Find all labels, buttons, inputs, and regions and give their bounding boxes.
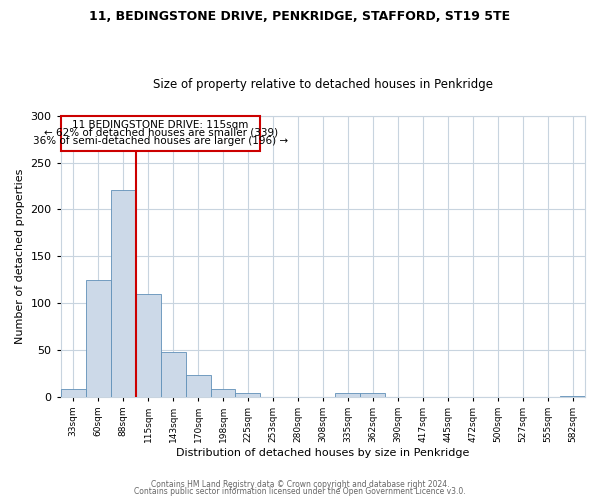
Title: Size of property relative to detached houses in Penkridge: Size of property relative to detached ho… (153, 78, 493, 91)
Bar (361, 393, 385, 396)
Text: 11 BEDINGSTONE DRIVE: 115sqm: 11 BEDINGSTONE DRIVE: 115sqm (73, 120, 249, 130)
Text: 36% of semi-detached houses are larger (196) →: 36% of semi-detached houses are larger (… (33, 136, 288, 146)
Bar (185, 375, 211, 396)
Text: Contains HM Land Registry data © Crown copyright and database right 2024.: Contains HM Land Registry data © Crown c… (151, 480, 449, 489)
Bar (335, 393, 361, 396)
X-axis label: Distribution of detached houses by size in Penkridge: Distribution of detached houses by size … (176, 448, 470, 458)
Bar (136, 294, 161, 397)
Y-axis label: Number of detached properties: Number of detached properties (15, 168, 25, 344)
Bar (61, 389, 86, 396)
Text: ← 62% of detached houses are smaller (339): ← 62% of detached houses are smaller (33… (44, 128, 278, 138)
FancyBboxPatch shape (61, 116, 260, 152)
Bar (110, 190, 136, 396)
Bar (211, 389, 235, 396)
Bar (235, 393, 260, 396)
Bar (161, 352, 185, 397)
Text: Contains public sector information licensed under the Open Government Licence v3: Contains public sector information licen… (134, 487, 466, 496)
Bar (86, 280, 110, 396)
Text: 11, BEDINGSTONE DRIVE, PENKRIDGE, STAFFORD, ST19 5TE: 11, BEDINGSTONE DRIVE, PENKRIDGE, STAFFO… (89, 10, 511, 23)
